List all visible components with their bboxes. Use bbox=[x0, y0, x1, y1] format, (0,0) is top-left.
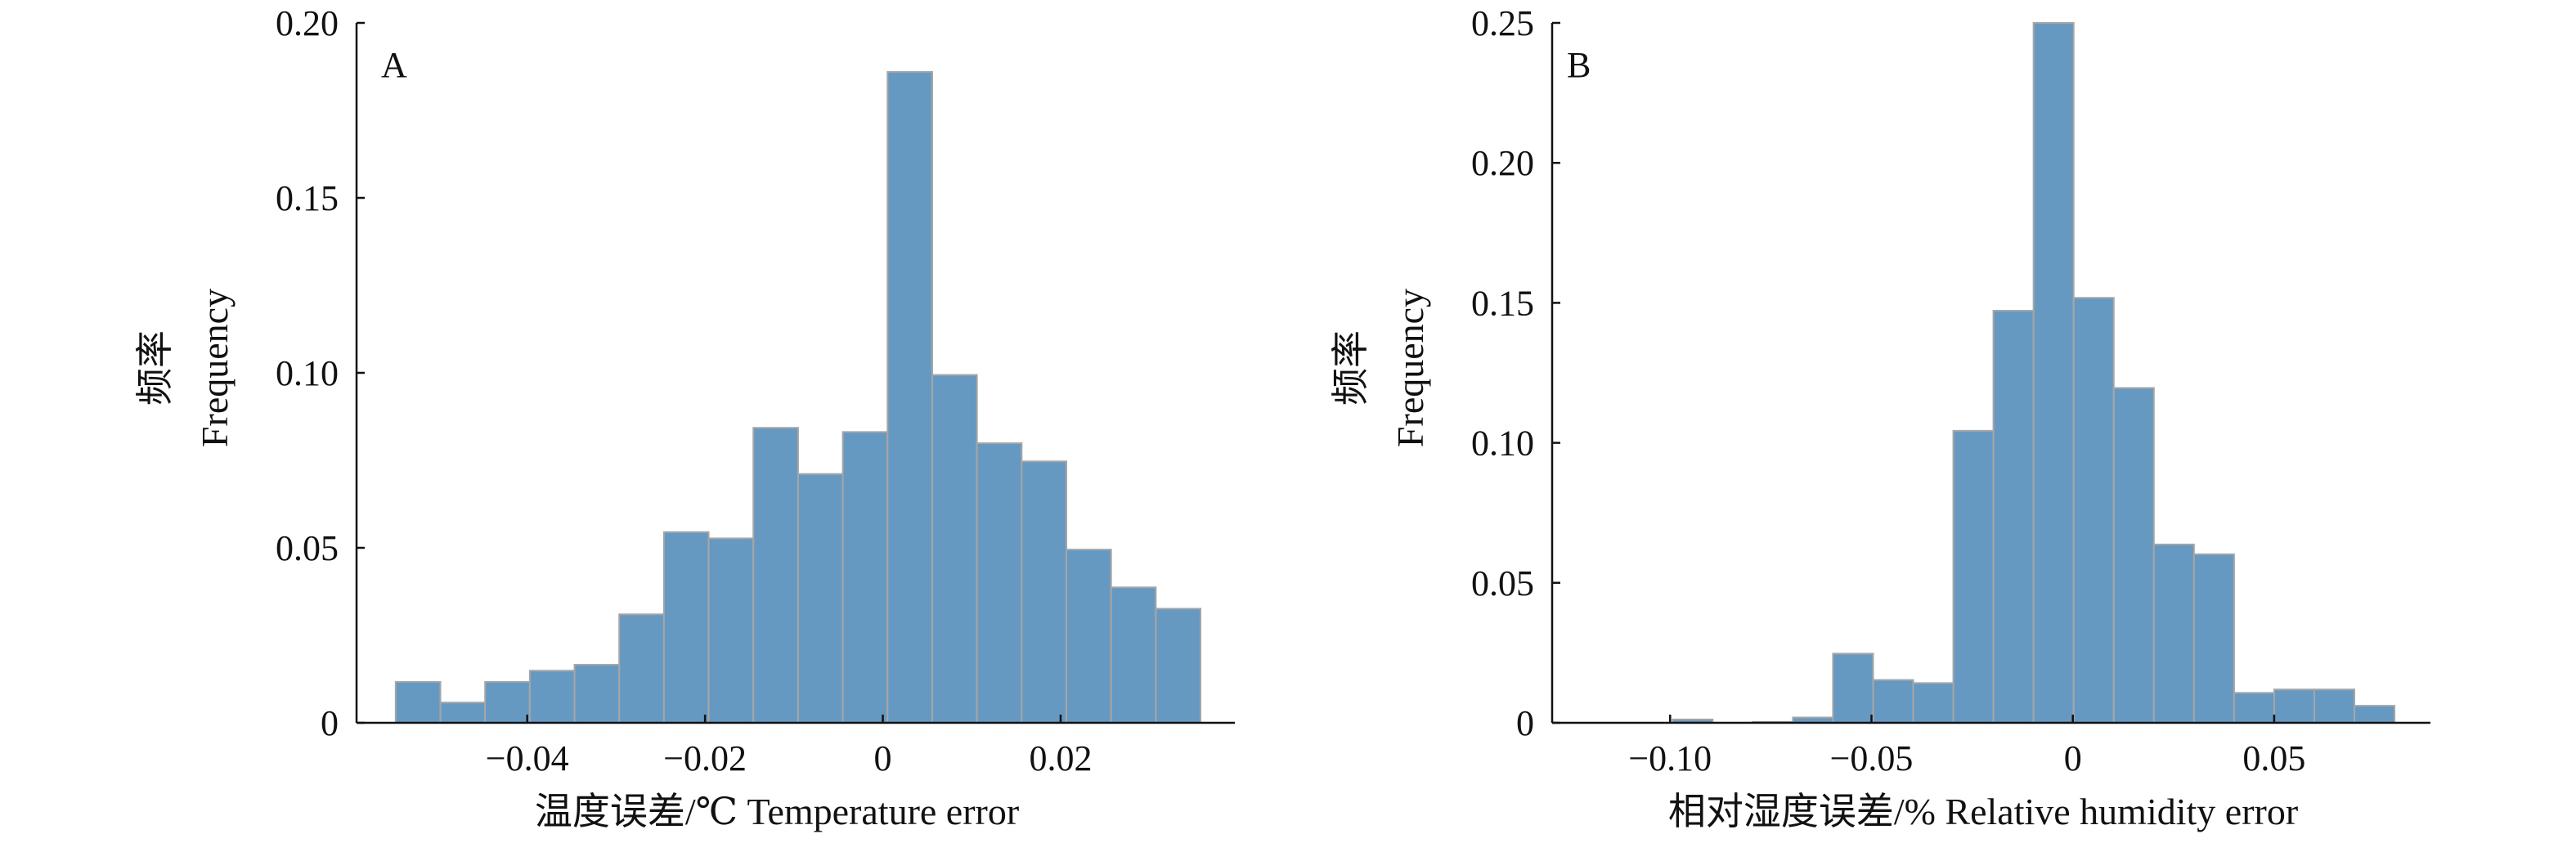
panel-label-a: A bbox=[381, 45, 407, 85]
histogram-bar bbox=[2072, 297, 2115, 724]
y-tick-label: 0.05 bbox=[1471, 563, 1534, 603]
histogram-bar bbox=[2313, 688, 2356, 724]
histogram-bar bbox=[931, 374, 978, 724]
histogram-bar bbox=[841, 431, 889, 724]
histogram-bar bbox=[394, 680, 442, 724]
x-tick-label: −0.05 bbox=[1830, 738, 1914, 778]
y-tick-label: 0.05 bbox=[276, 528, 339, 568]
histogram-bar bbox=[2152, 543, 2195, 724]
y-tick-label: 0.10 bbox=[1471, 424, 1534, 464]
histogram-bar bbox=[752, 427, 799, 724]
histogram-bar bbox=[1155, 608, 1202, 724]
y-tick-label: 0.10 bbox=[276, 353, 339, 393]
y-tick-label: 0.15 bbox=[1471, 283, 1534, 323]
histogram-bar bbox=[484, 680, 531, 724]
panel-label-b: B bbox=[1567, 45, 1591, 85]
y-tick-label: 0 bbox=[321, 703, 339, 743]
x-tick-label: 0 bbox=[874, 738, 892, 778]
y-axis-title-en: Frequency bbox=[194, 289, 236, 447]
histogram-bar bbox=[1066, 549, 1112, 724]
histogram-a: A 频率 Frequency 温度误差/℃ Temperature error … bbox=[134, 3, 1235, 832]
x-axis-title: 相对湿度误差/% Relative humidity error bbox=[1668, 791, 2298, 832]
x-tick-label: −0.10 bbox=[1628, 738, 1712, 778]
y-tick-label: 0.15 bbox=[276, 178, 339, 218]
histogram-bar bbox=[886, 70, 933, 724]
histogram-bar bbox=[2233, 692, 2275, 724]
x-tick-label: −0.02 bbox=[663, 738, 747, 778]
histogram-bar bbox=[1912, 682, 1954, 724]
x-axis-title: 温度误差/℃ Temperature error bbox=[535, 791, 1019, 832]
y-axis-title-cn: 频率 bbox=[134, 330, 176, 406]
y-axis-title-cn: 频率 bbox=[1330, 330, 1371, 406]
x-tick-label: −0.04 bbox=[486, 738, 569, 778]
histogram-bar bbox=[2112, 387, 2155, 724]
x-tick-label: 0 bbox=[2064, 738, 2082, 778]
x-tick-label: 0.05 bbox=[2242, 738, 2305, 778]
histogram-bar bbox=[2032, 22, 2075, 724]
y-axis-title-en: Frequency bbox=[1389, 289, 1431, 447]
histogram-bar bbox=[528, 670, 576, 724]
histogram-bar bbox=[797, 473, 844, 724]
histogram-bar bbox=[1021, 460, 1068, 724]
histogram-bar bbox=[439, 702, 487, 724]
histogram-bar bbox=[662, 531, 710, 724]
histogram-bar bbox=[2354, 705, 2396, 724]
histogram-bar bbox=[1952, 429, 1995, 724]
histogram-bar bbox=[1872, 679, 1914, 724]
histogram-bar bbox=[1110, 586, 1157, 724]
y-tick-label: 0.25 bbox=[1471, 3, 1534, 43]
histogram-bar bbox=[2192, 553, 2235, 724]
x-tick-label: 0.02 bbox=[1029, 738, 1092, 778]
histogram-bar bbox=[707, 537, 755, 724]
histogram-bar bbox=[618, 613, 665, 724]
histogram-bar bbox=[976, 442, 1023, 724]
y-tick-label: 0.20 bbox=[1471, 143, 1534, 183]
histogram-bar bbox=[2273, 688, 2315, 724]
y-tick-label: 0.20 bbox=[276, 3, 339, 43]
histogram-bar bbox=[1832, 652, 1874, 724]
histogram-bar bbox=[1992, 309, 2035, 724]
histogram-bar bbox=[573, 663, 621, 724]
y-tick-label: 0 bbox=[1516, 703, 1534, 743]
histogram-b: B 频率 Frequency 相对湿度误差/% Relative humidit… bbox=[1330, 3, 2430, 832]
